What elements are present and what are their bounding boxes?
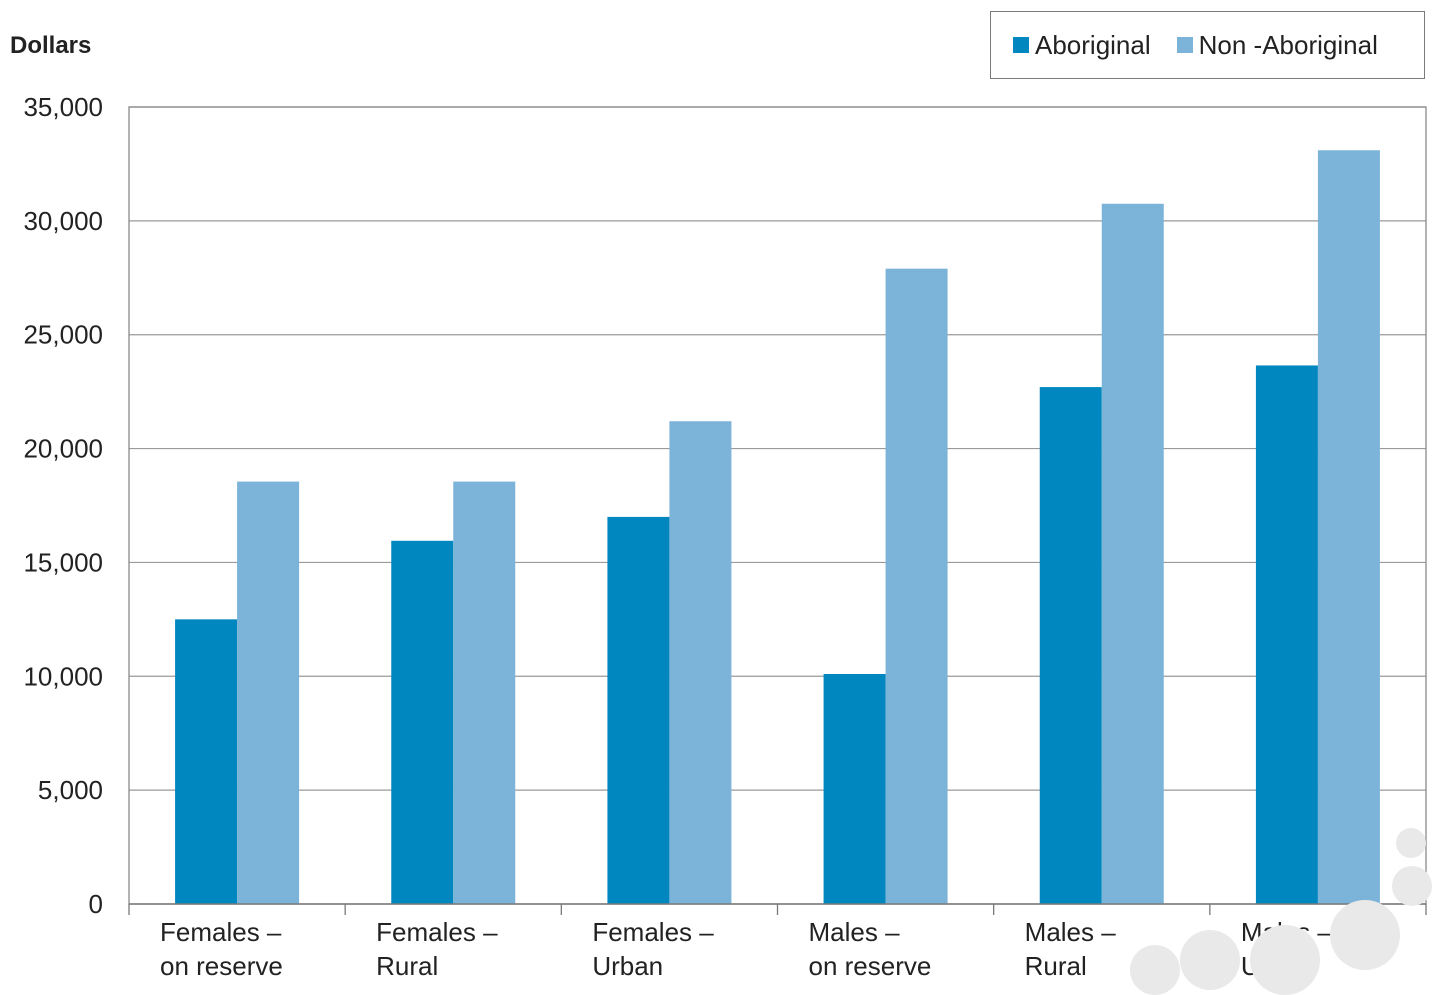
decorative-dot [1330, 900, 1400, 970]
bar-non-aboriginal [453, 481, 516, 904]
legend: Aboriginal Non -Aboriginal [990, 11, 1425, 79]
x-tick-label: Females – [592, 917, 714, 947]
decorative-dot [1396, 828, 1426, 858]
bar-aboriginal [1039, 387, 1102, 904]
x-tick-label: Females – [160, 917, 282, 947]
plot-frame [128, 106, 1427, 905]
bar-non-aboriginal [1101, 203, 1164, 904]
x-tick-label: Rural [376, 951, 438, 980]
x-tick-label: Urban [592, 951, 663, 980]
bar-aboriginal [175, 619, 238, 904]
y-tick-label: 5,000 [38, 775, 103, 805]
legend-item-aboriginal: Aboriginal [1013, 30, 1151, 61]
y-axis-label: Dollars [10, 32, 92, 59]
x-tick-label: Males – [1025, 917, 1117, 947]
y-tick-label: 0 [89, 889, 103, 919]
y-tick-label: 10,000 [23, 661, 103, 691]
x-tick-label: Rural [1025, 951, 1087, 980]
decorative-dot [1392, 866, 1432, 906]
legend-item-non-aboriginal: Non -Aboriginal [1176, 29, 1378, 61]
bar-aboriginal [391, 540, 454, 904]
x-tick-label: on reserve [160, 951, 283, 980]
x-tick-label: on reserve [809, 951, 932, 980]
x-tick-label: Males – [809, 917, 901, 947]
y-tick-label: 35,000 [23, 92, 103, 122]
decorative-dot [1180, 930, 1240, 990]
bar-aboriginal [607, 516, 670, 904]
bar-aboriginal [1255, 365, 1318, 905]
y-tick-label: 20,000 [23, 434, 103, 464]
bar-aboriginal [823, 674, 886, 904]
legend-label-non-aboriginal: Non -Aboriginal [1198, 29, 1378, 60]
x-tick-label: Females – [376, 917, 498, 947]
bar-non-aboriginal [1317, 150, 1380, 904]
decorative-dot [1250, 925, 1320, 995]
y-tick-label: 30,000 [23, 206, 103, 236]
bar-non-aboriginal [885, 268, 948, 905]
y-tick-label: 25,000 [23, 320, 103, 350]
bar-non-aboriginal [237, 481, 300, 904]
y-tick-label: 15,000 [23, 547, 103, 577]
legend-label-aboriginal: Aboriginal [1035, 29, 1151, 60]
legend-swatch-non-aboriginal [1176, 37, 1193, 53]
legend-swatch-aboriginal [1013, 37, 1029, 53]
bar-non-aboriginal [669, 421, 732, 904]
decorative-dot [1130, 945, 1180, 995]
